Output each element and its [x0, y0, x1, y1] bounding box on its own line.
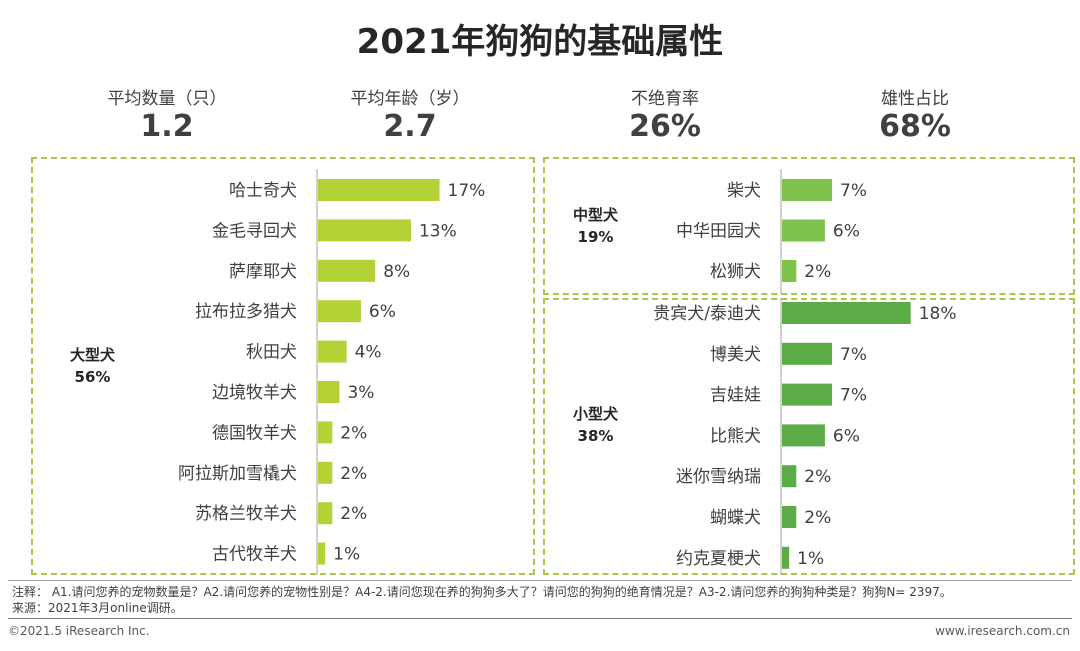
stat-avg-count: 平均数量（只） 1.2 [67, 88, 267, 144]
group-small: 小型犬 38% [548, 403, 643, 447]
stat-unneutered-rate: 不绝育率 26% [565, 88, 765, 144]
small-bar [782, 546, 790, 569]
small-value-label: 18% [919, 304, 957, 324]
small-category-label: 博美犬 [710, 345, 761, 365]
small-bar [782, 465, 797, 488]
large-category-label: 德国牧羊犬 [212, 423, 297, 443]
medium-bar [782, 219, 825, 242]
group-large-share: 56% [74, 368, 111, 386]
large-category-label: 金毛寻回犬 [212, 221, 297, 241]
notes-line-2: 来源：2021年3月online调研。 [12, 601, 183, 615]
small-value-label: 2% [804, 467, 831, 487]
large-value-label: 4% [355, 343, 382, 363]
large-category-label: 秋田犬 [246, 343, 297, 363]
stat-label: 雄性占比 [881, 89, 949, 109]
stat-avg-age: 平均年龄（岁） 2.7 [310, 88, 510, 144]
medium-value-label: 2% [804, 262, 831, 282]
large-value-label: 13% [419, 221, 457, 241]
stat-label: 平均年龄（岁） [350, 89, 470, 109]
large-value-label: 2% [340, 504, 367, 524]
small-value-label: 6% [833, 426, 860, 446]
medium-category-label: 中华田园犬 [676, 222, 761, 242]
small-bar [782, 506, 797, 528]
stat-label: 不绝育率 [631, 89, 699, 109]
group-small-name: 小型犬 [572, 405, 618, 423]
medium-category-label: 松狮犬 [710, 262, 761, 282]
large-value-label: 1% [333, 545, 360, 565]
large-dog-panel [31, 157, 535, 575]
small-category-label: 约克夏梗犬 [676, 549, 761, 569]
large-bar [318, 300, 361, 323]
small-category-label: 吉娃娃 [710, 386, 761, 406]
small-value-label: 7% [840, 345, 867, 365]
small-category-label: 迷你雪纳瑞 [676, 467, 761, 487]
large-category-label: 边境牧羊犬 [212, 383, 297, 403]
group-medium-name: 中型犬 [572, 206, 618, 224]
medium-value-label: 6% [833, 222, 860, 242]
medium-bar [782, 260, 797, 282]
small-category-label: 贵宾犬/泰迪犬 [653, 304, 761, 324]
large-value-label: 2% [340, 423, 367, 443]
large-value-label: 17% [448, 181, 486, 201]
stat-value: 2.7 [383, 109, 437, 144]
stat-value: 1.2 [140, 109, 194, 144]
small-bar [782, 383, 833, 406]
large-category-label: 古代牧羊犬 [212, 545, 297, 565]
small-bar [782, 302, 911, 324]
medium-category-label: 柴犬 [727, 181, 761, 201]
small-value-label: 2% [804, 508, 831, 528]
medium-value-label: 7% [840, 181, 867, 201]
group-small-share: 38% [577, 427, 614, 445]
large-value-label: 6% [369, 302, 396, 322]
large-category-label: 苏格兰牧羊犬 [195, 504, 297, 524]
large-category-label: 萨摩耶犬 [229, 262, 297, 282]
medium-dog-panel [543, 157, 1075, 295]
large-bar [318, 381, 340, 403]
large-value-label: 3% [347, 383, 374, 403]
stat-male-ratio: 雄性占比 68% [815, 88, 1015, 144]
large-bar [318, 259, 376, 282]
large-value-label: 2% [340, 464, 367, 484]
small-category-label: 蝴蝶犬 [710, 508, 761, 528]
stat-value: 68% [879, 109, 951, 144]
stat-value: 26% [629, 109, 701, 144]
stat-label: 平均数量（只） [107, 89, 227, 109]
group-medium: 中型犬 19% [548, 204, 643, 248]
large-bar [318, 502, 333, 525]
large-bar [318, 542, 326, 565]
large-category-label: 拉布拉多猎犬 [195, 302, 297, 322]
large-value-label: 8% [383, 262, 410, 282]
small-value-label: 1% [797, 549, 824, 569]
medium-bar [782, 179, 833, 201]
notes-line-1: 注释： A1.请问您养的宠物数量是？A2.请问您养的宠物性别是？A4-2.请问您… [12, 585, 952, 599]
small-dog-panel [543, 298, 1075, 575]
large-bar [318, 421, 333, 444]
small-category-label: 比熊犬 [710, 426, 761, 446]
large-bar [318, 461, 333, 484]
page-title: 2021年狗狗的基础属性 [356, 22, 724, 62]
small-bar [782, 424, 825, 447]
large-category-label: 哈士奇犬 [229, 181, 297, 201]
large-bar [318, 179, 440, 201]
large-bar [318, 219, 411, 242]
small-bar [782, 342, 833, 365]
footer-website: www.iresearch.com.cn [935, 624, 1070, 638]
notes-divider [8, 580, 1072, 581]
footer-copyright: ©2021.5 iResearch Inc. [8, 624, 150, 638]
group-large: 大型犬 56% [45, 344, 140, 388]
group-medium-share: 19% [577, 228, 614, 246]
footer-divider [8, 618, 1072, 619]
large-bar [318, 340, 347, 363]
group-large-name: 大型犬 [69, 346, 115, 364]
small-value-label: 7% [840, 386, 867, 406]
large-category-label: 阿拉斯加雪橇犬 [178, 464, 297, 484]
